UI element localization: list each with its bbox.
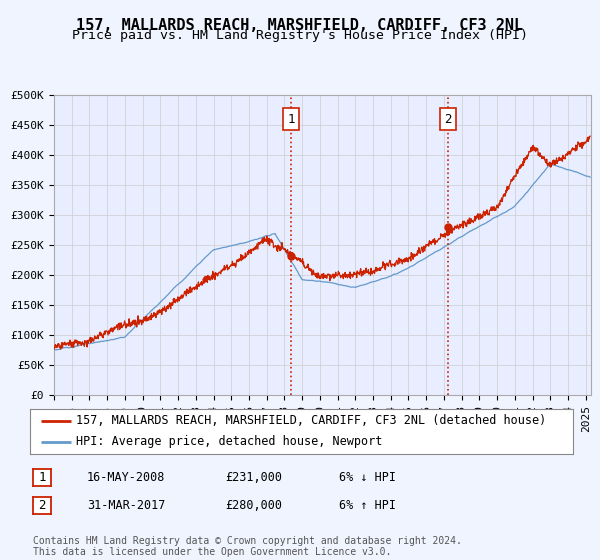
Text: 6% ↑ HPI: 6% ↑ HPI (339, 498, 396, 512)
Text: HPI: Average price, detached house, Newport: HPI: Average price, detached house, Newp… (76, 435, 383, 448)
Text: 16-MAY-2008: 16-MAY-2008 (87, 470, 166, 484)
Text: 6% ↓ HPI: 6% ↓ HPI (339, 470, 396, 484)
Text: £280,000: £280,000 (225, 498, 282, 512)
Text: 2: 2 (38, 498, 46, 512)
Text: Price paid vs. HM Land Registry's House Price Index (HPI): Price paid vs. HM Land Registry's House … (72, 29, 528, 42)
Text: 1: 1 (287, 113, 295, 125)
Text: 1: 1 (38, 470, 46, 484)
Text: £231,000: £231,000 (225, 470, 282, 484)
Text: 2: 2 (445, 113, 452, 125)
Text: 157, MALLARDS REACH, MARSHFIELD, CARDIFF, CF3 2NL: 157, MALLARDS REACH, MARSHFIELD, CARDIFF… (76, 18, 524, 33)
Text: Contains HM Land Registry data © Crown copyright and database right 2024.
This d: Contains HM Land Registry data © Crown c… (33, 535, 462, 557)
Text: 31-MAR-2017: 31-MAR-2017 (87, 498, 166, 512)
Text: 157, MALLARDS REACH, MARSHFIELD, CARDIFF, CF3 2NL (detached house): 157, MALLARDS REACH, MARSHFIELD, CARDIFF… (76, 414, 547, 427)
